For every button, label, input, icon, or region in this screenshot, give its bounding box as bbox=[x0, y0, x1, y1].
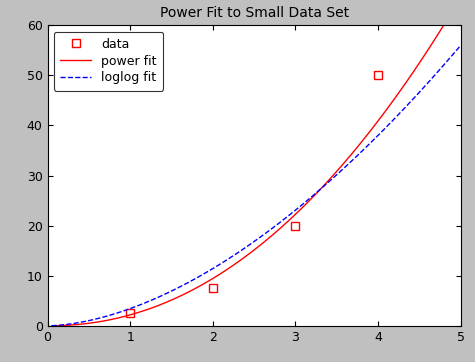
loglog fit bbox=[292, 208, 298, 212]
Line: power fit: power fit bbox=[52, 0, 461, 326]
Line: loglog fit: loglog fit bbox=[52, 45, 461, 326]
power fit bbox=[292, 212, 298, 217]
data bbox=[210, 286, 216, 290]
power fit bbox=[270, 232, 276, 237]
loglog fit bbox=[448, 55, 454, 59]
data bbox=[127, 311, 133, 315]
Line: data: data bbox=[126, 71, 382, 317]
loglog fit bbox=[384, 124, 390, 129]
power fit bbox=[384, 107, 390, 111]
data bbox=[375, 73, 381, 77]
loglog fit bbox=[458, 43, 464, 47]
power fit bbox=[246, 252, 251, 257]
loglog fit bbox=[243, 245, 249, 249]
power fit bbox=[448, 11, 454, 16]
loglog fit bbox=[49, 324, 55, 328]
power fit bbox=[49, 324, 55, 328]
Legend: data, power fit, loglog fit: data, power fit, loglog fit bbox=[54, 31, 163, 90]
data bbox=[293, 223, 298, 228]
power fit bbox=[243, 254, 249, 258]
loglog fit bbox=[270, 226, 276, 230]
Title: Power Fit to Small Data Set: Power Fit to Small Data Set bbox=[160, 6, 349, 20]
loglog fit bbox=[246, 243, 251, 248]
